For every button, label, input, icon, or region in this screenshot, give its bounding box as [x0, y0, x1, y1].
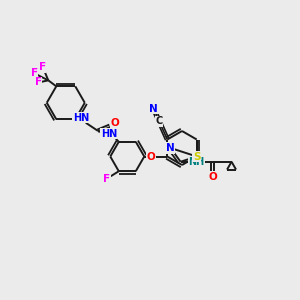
Text: S: S: [193, 152, 200, 161]
Text: F: F: [31, 68, 38, 78]
Text: N: N: [149, 104, 158, 114]
Text: HN: HN: [73, 113, 89, 123]
Text: F: F: [39, 62, 46, 72]
Text: O: O: [147, 152, 156, 161]
Text: C: C: [156, 116, 163, 127]
Text: NH: NH: [188, 157, 205, 167]
Text: N: N: [166, 143, 175, 153]
Text: O: O: [208, 172, 217, 182]
Text: F: F: [35, 77, 42, 87]
Text: F: F: [103, 174, 110, 184]
Text: O: O: [110, 118, 119, 128]
Text: HN: HN: [101, 129, 117, 139]
